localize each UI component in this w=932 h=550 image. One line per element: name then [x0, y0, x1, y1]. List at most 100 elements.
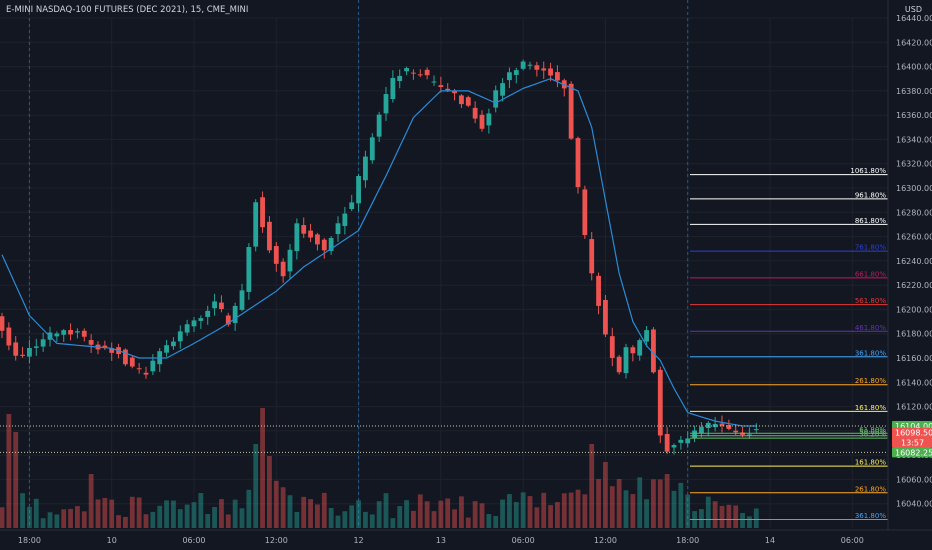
- x-tick-label: 18:00: [676, 536, 699, 545]
- candle-body: [205, 310, 211, 317]
- volume-bar: [40, 518, 46, 528]
- volume-bar: [13, 432, 19, 528]
- candle-body: [191, 320, 197, 327]
- volume-bar: [123, 516, 128, 528]
- volume-bar: [623, 490, 629, 528]
- y-tick-label: 16180.00: [896, 330, 932, 339]
- volume-bar: [719, 505, 725, 528]
- candle-body: [390, 77, 396, 100]
- volume-bar: [657, 479, 663, 528]
- candle-body: [33, 346, 39, 348]
- volume-bar: [225, 514, 231, 528]
- volume-bar: [589, 444, 595, 528]
- candle-body: [397, 75, 403, 82]
- x-tick-label: 13: [436, 536, 446, 545]
- volume-bar: [637, 477, 643, 528]
- volume-bar: [342, 511, 348, 528]
- volume-bar: [465, 517, 471, 528]
- volume-bar: [726, 504, 732, 528]
- volume-bar: [20, 493, 25, 528]
- volume-bar: [678, 482, 684, 528]
- candle-body: [555, 72, 560, 81]
- candle-body: [136, 368, 142, 370]
- candle-body: [225, 315, 231, 325]
- fib-level-label: 761.80%: [855, 244, 886, 252]
- candle-body: [363, 156, 368, 181]
- y-tick-label: 16440.00: [896, 14, 932, 23]
- candle-body: [465, 97, 471, 106]
- candle-body: [411, 72, 416, 74]
- candle-body: [404, 68, 409, 72]
- volume-bar: [555, 502, 560, 528]
- fib-level-label: 461.80%: [855, 324, 886, 332]
- volume-bar: [561, 493, 567, 528]
- volume-bar: [260, 408, 265, 528]
- candle-body: [431, 81, 437, 83]
- x-tick-label: 12:00: [594, 536, 617, 545]
- y-tick-label: 16280.00: [896, 208, 932, 217]
- volume-bar: [239, 508, 245, 528]
- candle-body: [6, 327, 12, 346]
- candle-body: [651, 329, 656, 373]
- candle-body: [417, 74, 423, 76]
- candle-body: [280, 261, 286, 277]
- x-tick-label: 06:00: [512, 536, 535, 545]
- volume-bar: [705, 496, 711, 528]
- price-tag-label: 16082.25: [895, 448, 932, 457]
- candle-body: [328, 238, 334, 251]
- candle-body: [27, 347, 32, 357]
- volume-bar: [369, 514, 375, 528]
- candle-body: [623, 347, 629, 374]
- candle-body: [129, 357, 135, 367]
- fib-level-label: 161.80%: [855, 459, 886, 467]
- volume-bar: [267, 456, 272, 528]
- candle-body: [479, 114, 485, 129]
- volume-bar: [157, 505, 163, 528]
- volume-bar: [609, 486, 615, 528]
- candle-body: [0, 316, 5, 331]
- price-tag-label: 16098.50: [895, 429, 932, 438]
- x-tick-label: 12: [353, 536, 363, 545]
- volume-bar: [548, 505, 553, 528]
- candle-body: [171, 341, 176, 347]
- candle-body: [294, 223, 300, 252]
- price-axis: [888, 0, 932, 550]
- candle-body: [548, 68, 553, 76]
- fib-level-label: 1061.80%: [850, 167, 886, 175]
- candle-body: [198, 318, 204, 321]
- candle-body: [589, 239, 595, 274]
- volume-bar: [363, 511, 368, 528]
- price-tag-label: 16104.00: [895, 422, 932, 431]
- volume-bar: [411, 510, 416, 528]
- volume-bar: [507, 494, 512, 528]
- volume-bar: [301, 496, 307, 528]
- candle-body: [123, 349, 128, 365]
- volume-bar: [575, 489, 581, 528]
- volume-bar: [246, 489, 252, 528]
- candle-body: [81, 330, 87, 337]
- candle-body: [657, 369, 663, 436]
- candle-body: [603, 299, 608, 335]
- y-tick-label: 16340.00: [896, 135, 932, 144]
- y-tick-label: 16220.00: [896, 281, 932, 290]
- volume-bar: [541, 492, 547, 528]
- time-axis: [0, 530, 932, 550]
- volume-bar: [81, 511, 87, 528]
- candle-body: [438, 85, 444, 88]
- volume-bar: [616, 479, 622, 528]
- y-tick-label: 16400.00: [896, 63, 932, 72]
- volume-bar: [0, 507, 5, 528]
- volume-bar: [33, 498, 39, 528]
- volume-bar: [486, 514, 492, 528]
- candle-body: [513, 70, 519, 75]
- volume-bar: [184, 504, 190, 528]
- candle-body: [699, 426, 704, 434]
- symbol-title: E-MINI NASDAQ-100 FUTURES (DEC 2021), 15…: [6, 5, 249, 15]
- countdown-label: 13:57: [901, 439, 924, 448]
- candle-body: [712, 423, 718, 428]
- volume-bar: [95, 499, 101, 528]
- candle-body: [315, 234, 320, 245]
